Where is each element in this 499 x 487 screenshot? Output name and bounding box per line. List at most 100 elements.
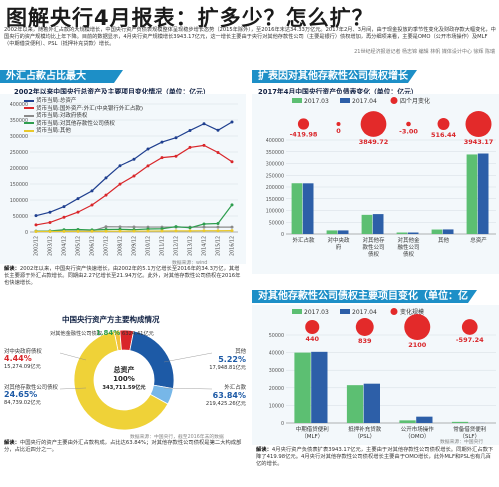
line-y-tick: 0 [25, 230, 28, 236]
change-bubble [406, 121, 411, 127]
line-point [118, 229, 122, 233]
pie-slice-pct: 5.22% [218, 355, 246, 364]
bar-y-tick: 300000 [266, 162, 284, 168]
line-point [188, 229, 192, 233]
line-point [62, 205, 66, 209]
legend-swatch [292, 98, 302, 103]
line-point [160, 140, 164, 144]
bar-category-label: 对其他存 [362, 236, 385, 244]
line-point [62, 229, 66, 233]
line-x-tick: 2006/12 [90, 236, 96, 256]
line-point [230, 203, 234, 207]
bar-y-tick: 100000 [266, 209, 284, 215]
pie-leader-line [163, 352, 213, 363]
bar-y-tick: 10000 [269, 403, 284, 409]
line-point [160, 227, 164, 231]
bar-category-label: 债权 [368, 250, 380, 258]
legend-swatch [24, 99, 34, 102]
bar-category-label: 府 [336, 243, 342, 251]
line-y-tick: 400000 [10, 102, 28, 108]
line-point [188, 128, 192, 132]
line-point [202, 122, 206, 126]
pie-leader-line [59, 352, 87, 361]
bar-category-label: 总资产 [470, 236, 487, 244]
bar-category-label: （PSL） [354, 433, 375, 440]
line-chart-bg [0, 94, 246, 264]
line-x-tick: 2003/12 [48, 236, 54, 256]
line-point [216, 221, 220, 225]
section-band-bottom-right: 对其他存款性公司债权主要项目变化（单位：亿元） [252, 290, 477, 315]
line-x-tick: 2009/12 [132, 236, 138, 256]
pie-slice-pct: 63.84% [213, 391, 246, 400]
change-label: 516.44 [431, 131, 457, 139]
bar [399, 420, 416, 423]
bar-y-tick: 30000 [269, 368, 284, 374]
legend-label: 2017.03 [304, 309, 329, 316]
line-point [188, 145, 192, 149]
credit-line: 21世纪经济报道记者 杨志锦 编辑 林帆 媒体设计中心 徐辉 陈瑞 [354, 49, 495, 55]
bar-category-label: 抵押补充贷款 [348, 425, 382, 433]
bar [302, 183, 314, 234]
line-point [34, 223, 38, 227]
bar [466, 154, 478, 234]
pie-slice-value: 17,948.81亿元 [209, 363, 246, 371]
change-bubble [437, 118, 450, 130]
line-point [216, 229, 220, 233]
bar-category-label: 对中央政 [327, 236, 350, 244]
bar [416, 416, 433, 423]
bar-y-tick: 0 [281, 421, 284, 427]
change-bubble [465, 111, 492, 137]
bar [291, 183, 303, 234]
bar [326, 230, 338, 234]
bar-chart-1: 2017.03 2017.04 四个月变化 0 50000 100000 150000 200… [252, 94, 499, 274]
line-point [174, 154, 178, 158]
bar [372, 214, 384, 234]
pie-slice-pct: 1.84% [96, 329, 120, 337]
line-point [48, 220, 52, 224]
line-chart-note-text: 2002年以来，中国央行资产快速增长，由2002年的5.1万亿增长至2016年的… [4, 266, 241, 286]
bar-category-label: 对其他金 [397, 236, 420, 244]
pie-slice-name: 对其他存款性公司债权 [4, 383, 59, 391]
pie-center [96, 352, 152, 408]
bar [311, 351, 328, 423]
bar-y-tick: 350000 [266, 150, 284, 156]
intro-paragraph: 2002年以来，随着外汇占款的大规模增长，中国央行资产负债表规模整体呈现稳步增长… [4, 27, 496, 47]
line-point [230, 120, 234, 124]
line-y-tick: 150000 [10, 182, 28, 188]
bar-y-tick: 200000 [266, 185, 284, 191]
bar [396, 232, 408, 234]
bar-chart-1-title: 2017年4月中国央行资产负债表变化（单位：亿元） [258, 88, 418, 96]
bar [294, 352, 311, 423]
line-point [48, 229, 52, 233]
line-point [104, 225, 108, 229]
change-label: 3849.72 [359, 138, 389, 146]
line-x-tick: 2015/12 [216, 236, 222, 256]
line-point [62, 215, 66, 219]
line-y-tick: 100000 [10, 198, 28, 204]
change-bubble [297, 118, 310, 130]
pie-slice-pct: 24.65% [4, 390, 37, 399]
line-legend-item: 货币当局:对其他存款性公司债权 [24, 121, 143, 129]
line-point [202, 222, 206, 226]
bar-y-tick: 400000 [266, 138, 284, 144]
bar-y-tick: 20000 [269, 386, 284, 392]
bar [407, 232, 419, 234]
bar [346, 385, 364, 423]
bar-chart-2: 2017.03 2017.04 变化规模 0 10000 20000 30000 40000 5… [252, 305, 499, 445]
line-point [146, 229, 150, 233]
line-x-tick: 2007/12 [104, 236, 110, 256]
pie-slice-pct: 4.44% [4, 354, 32, 363]
line-point [104, 176, 108, 180]
line-point [48, 210, 52, 214]
line-y-tick: 250000 [10, 150, 28, 156]
line-x-tick: 2014/12 [202, 236, 208, 256]
pie-slice-name: 其他 [235, 347, 246, 355]
line-point [202, 225, 206, 229]
pie-slice [73, 330, 169, 431]
line-point [76, 197, 80, 201]
pie-slice-value: 6324.41亿元 [122, 329, 154, 337]
line-point [216, 225, 220, 229]
bar-y-tick: 0 [281, 232, 284, 238]
line-y-tick: 50000 [13, 214, 28, 220]
line-point [90, 189, 94, 193]
